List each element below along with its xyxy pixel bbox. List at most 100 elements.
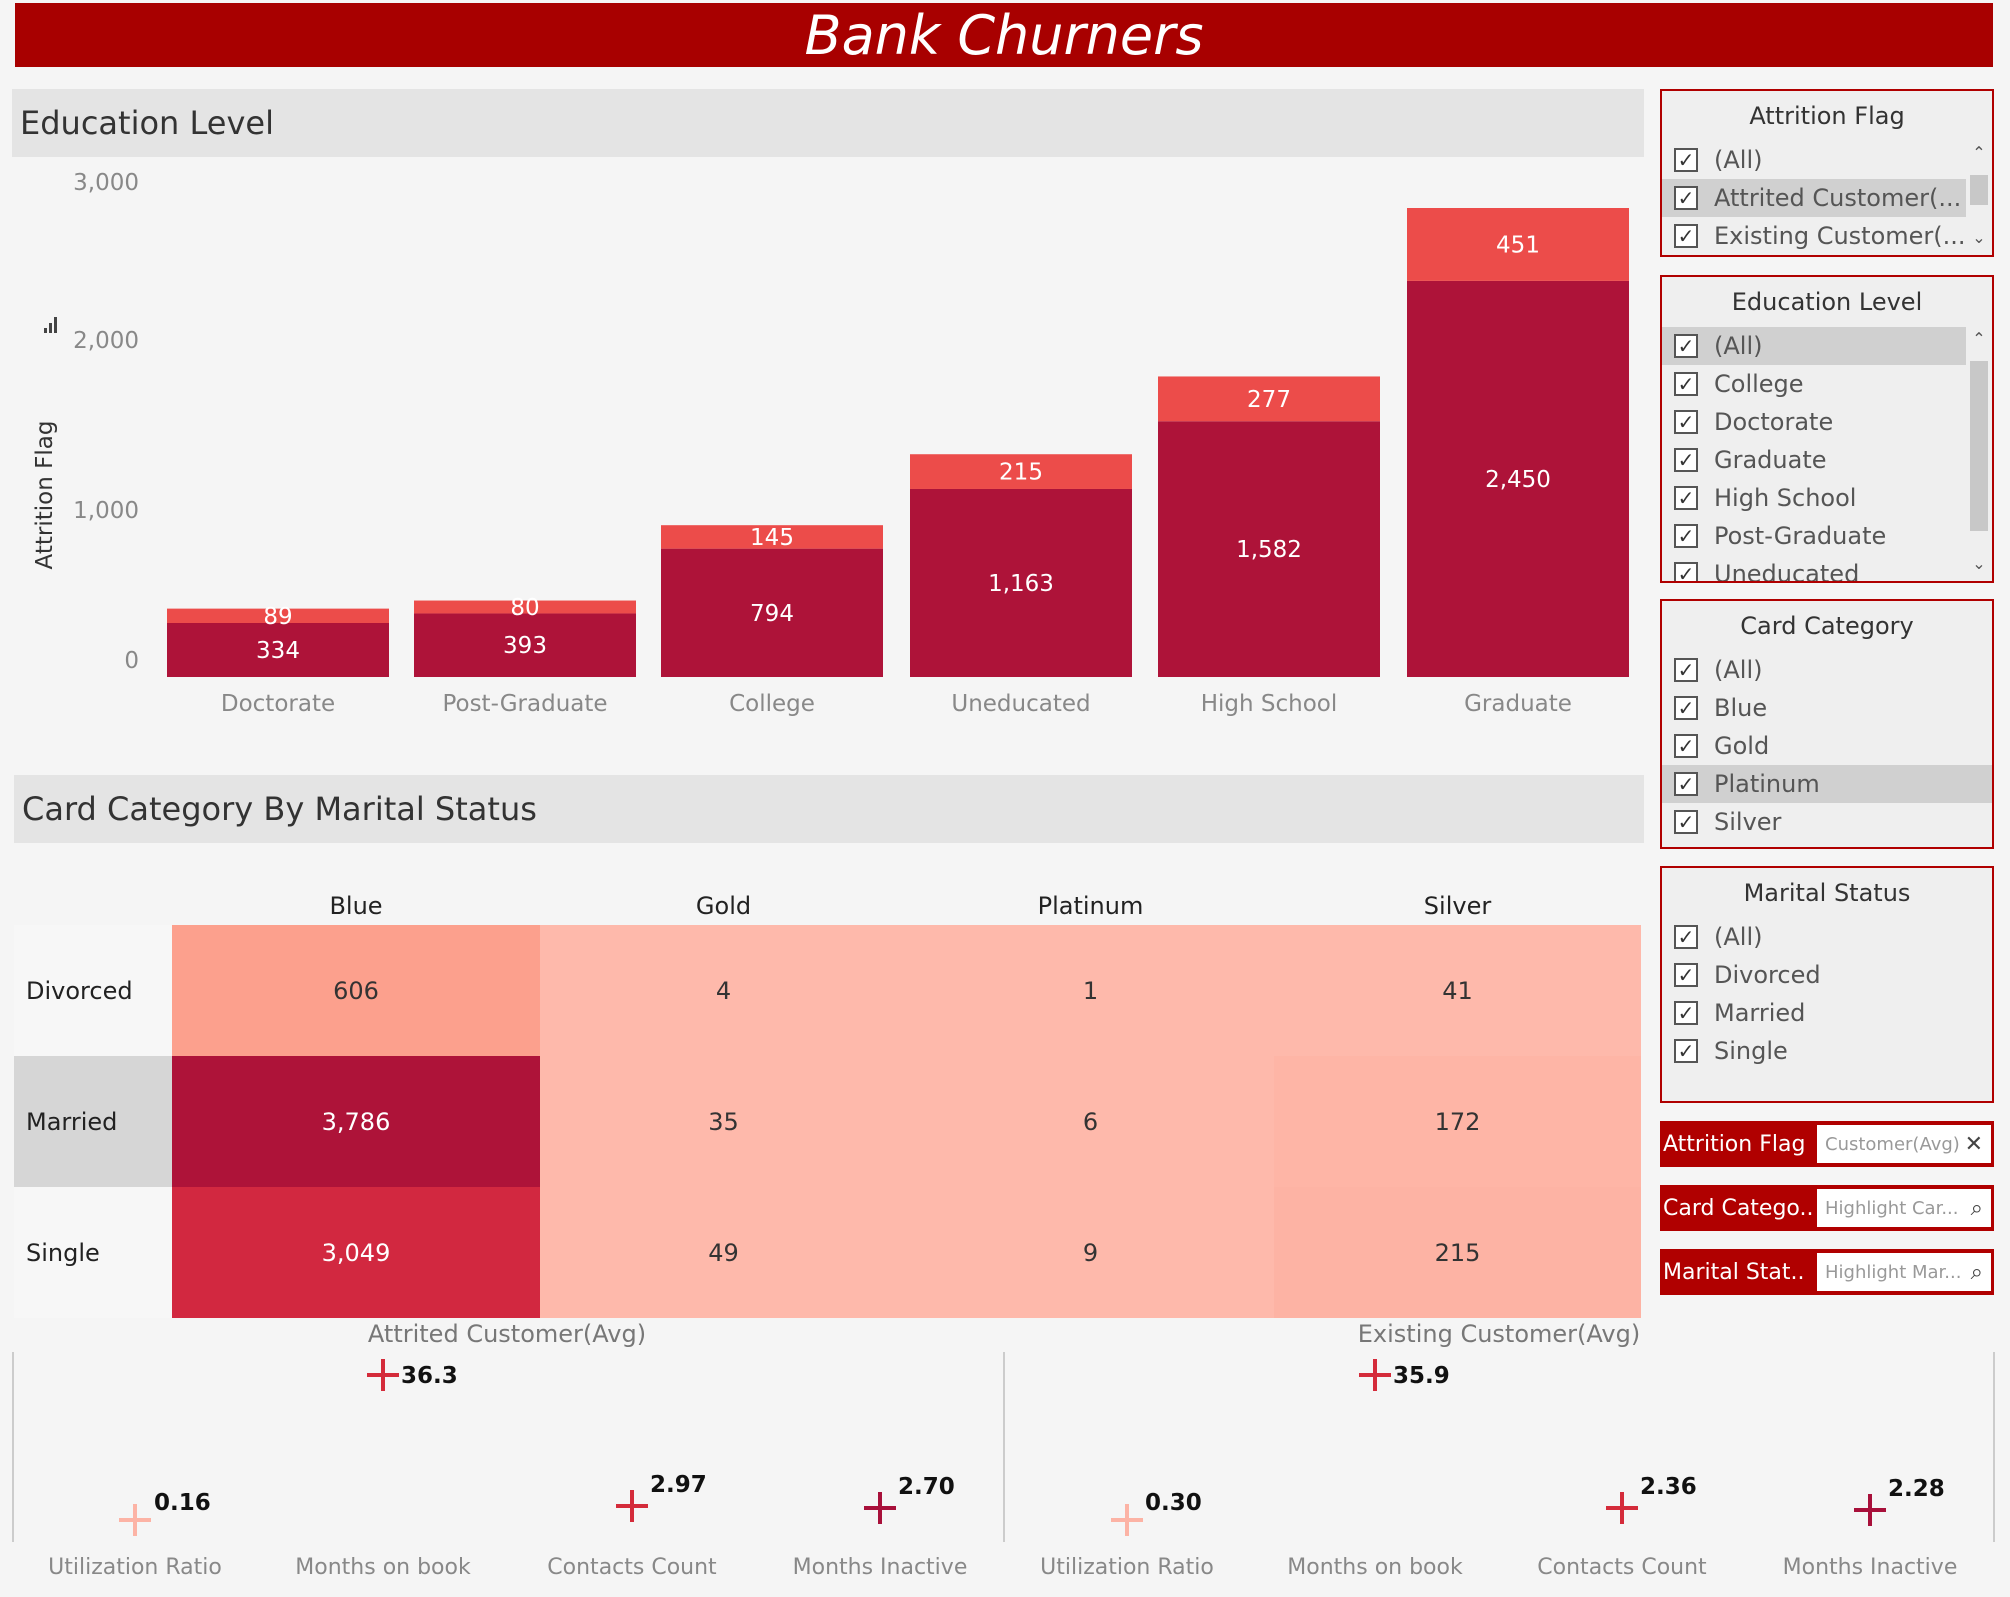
filter-option[interactable]: ✓ Divorced [1662, 956, 1992, 994]
checkbox-checked-icon[interactable]: ✓ [1674, 448, 1698, 472]
checkbox-checked-icon[interactable]: ✓ [1674, 658, 1698, 682]
bar-segment-attrited[interactable] [1407, 208, 1629, 281]
search-icon[interactable]: ⌕ [1970, 1195, 1983, 1221]
filter-option[interactable]: ✓ Existing Customer(... [1662, 217, 1966, 255]
heatmap-cell[interactable]: 6 [907, 1056, 1274, 1187]
heatmap-cell[interactable]: 41 [1274, 925, 1641, 1056]
scroll-down-icon[interactable]: ⌄ [1972, 228, 1986, 247]
bar-segment-existing[interactable] [1407, 280, 1629, 677]
bar-segment-attrited[interactable] [661, 525, 883, 549]
checkbox-checked-icon[interactable]: ✓ [1674, 696, 1698, 720]
filter-option[interactable]: ✓ Graduate [1662, 441, 1966, 479]
heatmap-cell[interactable]: 49 [540, 1187, 907, 1318]
filter-option[interactable]: ✓ Attrited Customer(... [1662, 179, 1966, 217]
bar-segment-attrited[interactable] [1158, 376, 1380, 422]
bar-segment-existing[interactable] [167, 623, 389, 677]
checkbox-checked-icon[interactable]: ✓ [1674, 772, 1698, 796]
parameter-input[interactable]: Customer(Avg) ✕ [1817, 1125, 1991, 1163]
filter-option[interactable]: ✓ Blue [1662, 689, 1992, 727]
filter-option[interactable]: ✓ Single [1662, 1032, 1992, 1070]
heatmap-row-label[interactable]: Divorced [14, 925, 172, 1056]
marital-panel-header: Card Category By Marital Status [14, 775, 1644, 843]
kpi-mark[interactable] [119, 1504, 151, 1536]
filter-option[interactable]: ✓ Doctorate [1662, 403, 1966, 441]
card-category-filter[interactable]: Card Category ✓ (All) ✓ Blue ✓ Gold ✓ Platinum ✓ S… [1660, 599, 1994, 849]
marital-status-filter[interactable]: Marital Status ✓ (All) ✓ Divorced ✓ Married ✓ Si… [1660, 866, 1994, 1103]
checkbox-checked-icon[interactable]: ✓ [1674, 734, 1698, 758]
kpi-mark[interactable] [616, 1490, 648, 1522]
checkbox-checked-icon[interactable]: ✓ [1674, 925, 1698, 949]
filter-option[interactable]: ✓ Platinum [1662, 765, 1992, 803]
heatmap-cell[interactable]: 1 [907, 925, 1274, 1056]
scroll-thumb[interactable] [1970, 361, 1988, 531]
bar-value-label: 451 [1496, 232, 1540, 258]
kpi-mark[interactable] [367, 1359, 399, 1391]
education-level-filter[interactable]: Education Level ✓ (All) ✓ College ✓ Doctorate ✓… [1660, 275, 1994, 583]
kpi-mark[interactable] [1854, 1494, 1886, 1526]
heatmap-cell[interactable]: 3,786 [172, 1056, 540, 1187]
checkbox-checked-icon[interactable]: ✓ [1674, 372, 1698, 396]
kpi-mark[interactable] [1359, 1359, 1391, 1391]
heatmap-row-label[interactable]: Single [14, 1187, 172, 1318]
parameter-input[interactable]: Highlight Mar... ⌕ [1817, 1253, 1991, 1291]
close-icon[interactable]: ✕ [1964, 1131, 1983, 1157]
heatmap-cell[interactable]: 9 [907, 1187, 1274, 1318]
filter-option[interactable]: ✓ Silver [1662, 803, 1992, 841]
checkbox-checked-icon[interactable]: ✓ [1674, 224, 1698, 248]
bar-segment-existing[interactable] [1158, 421, 1380, 677]
filter-option[interactable]: ✓ Married [1662, 994, 1992, 1032]
parameter-control[interactable]: Attrition Flag Customer(Avg) ✕ [1660, 1121, 1994, 1167]
filter-option[interactable]: ✓ High School [1662, 479, 1966, 517]
filter-option[interactable]: ✓ College [1662, 365, 1966, 403]
checkbox-checked-icon[interactable]: ✓ [1674, 186, 1698, 210]
bar-segment-attrited[interactable] [414, 600, 636, 614]
bar-segment-existing[interactable] [414, 613, 636, 677]
checkbox-checked-icon[interactable]: ✓ [1674, 334, 1698, 358]
scroll-up-icon[interactable]: ⌃ [1972, 143, 1986, 162]
filter-option[interactable]: ✓ (All) [1662, 141, 1966, 179]
heatmap-cell[interactable]: 3,049 [172, 1187, 540, 1318]
filter-option[interactable]: ✓ (All) [1662, 651, 1992, 689]
bar-segment-existing[interactable] [661, 548, 883, 677]
scroll-thumb[interactable] [1970, 175, 1988, 205]
heatmap-cell[interactable]: 35 [540, 1056, 907, 1187]
heatmap-row-label[interactable]: Married [14, 1056, 172, 1187]
filter-scrollbar[interactable]: ⌃ ⌄ [1966, 327, 1992, 579]
checkbox-checked-icon[interactable]: ✓ [1674, 524, 1698, 548]
filter-option[interactable]: ✓ Gold [1662, 727, 1992, 765]
filter-scrollbar[interactable]: ⌃ ⌄ [1966, 141, 1992, 253]
search-icon[interactable]: ⌕ [1970, 1259, 1983, 1285]
parameter-input[interactable]: Highlight Car... ⌕ [1817, 1189, 1991, 1227]
heatmap-cell[interactable]: 606 [172, 925, 540, 1056]
bar-segment-attrited[interactable] [910, 454, 1132, 489]
checkbox-checked-icon[interactable]: ✓ [1674, 486, 1698, 510]
checkbox-checked-icon[interactable]: ✓ [1674, 148, 1698, 172]
bar-segment-attrited[interactable] [167, 608, 389, 624]
checkbox-checked-icon[interactable]: ✓ [1674, 963, 1698, 987]
kpi-mark[interactable] [1111, 1504, 1143, 1536]
checkbox-checked-icon[interactable]: ✓ [1674, 562, 1698, 581]
scroll-down-icon[interactable]: ⌄ [1972, 554, 1986, 573]
checkbox-checked-icon[interactable]: ✓ [1674, 410, 1698, 434]
heatmap-cell[interactable]: 215 [1274, 1187, 1641, 1318]
filter-option[interactable]: ✓ (All) [1662, 327, 1966, 365]
bar-segment-existing[interactable] [910, 488, 1132, 677]
kpi-mark[interactable] [1606, 1492, 1638, 1524]
checkbox-checked-icon[interactable]: ✓ [1674, 1001, 1698, 1025]
filter-option[interactable]: ✓ (All) [1662, 918, 1992, 956]
kpi-panel-title: Attrited Customer(Avg) [368, 1320, 646, 1348]
checkbox-checked-icon[interactable]: ✓ [1674, 810, 1698, 834]
education-panel-header: Education Level [12, 89, 1644, 157]
filter-option[interactable]: ✓ Post-Graduate [1662, 517, 1966, 555]
heatmap-cell[interactable]: 4 [540, 925, 907, 1056]
filter-option[interactable]: ✓ Uneducated [1662, 555, 1966, 581]
parameter-control[interactable]: Card Catego.. Highlight Car... ⌕ [1660, 1185, 1994, 1231]
scroll-up-icon[interactable]: ⌃ [1972, 329, 1986, 348]
attrition-flag-filter[interactable]: Attrition Flag ✓ (All) ✓ Attrited Customer(.… [1660, 89, 1994, 257]
checkbox-checked-icon[interactable]: ✓ [1674, 1039, 1698, 1063]
filter-option-label: Platinum [1714, 770, 1820, 798]
kpi-mark[interactable] [864, 1492, 896, 1524]
heatmap-cell[interactable]: 172 [1274, 1056, 1641, 1187]
parameter-control[interactable]: Marital Stat.. Highlight Mar... ⌕ [1660, 1249, 1994, 1295]
bar-sort-icon[interactable] [44, 317, 57, 333]
